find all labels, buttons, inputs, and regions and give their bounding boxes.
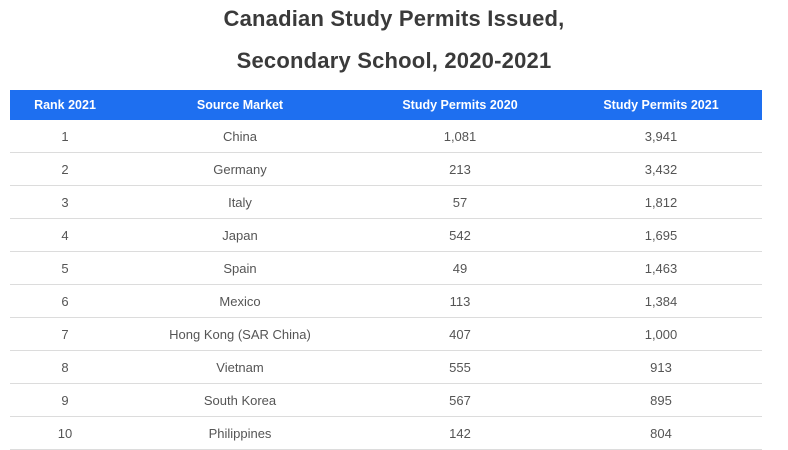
cell-source-market: China bbox=[120, 120, 360, 153]
cell-rank: 1 bbox=[10, 120, 120, 153]
cell-source-market: Germany bbox=[120, 152, 360, 186]
cell-permits-2021: 895 bbox=[560, 383, 762, 417]
cell-permits-2020: 213 bbox=[360, 152, 560, 186]
cell-permits-2020: 57 bbox=[360, 185, 560, 219]
cell-rank: 5 bbox=[10, 251, 120, 285]
page-title-line-1: Canadian Study Permits Issued, bbox=[223, 6, 565, 31]
header-study-permits-2020: Study Permits 2020 bbox=[360, 90, 560, 120]
header-source-market: Source Market bbox=[120, 90, 360, 120]
cell-source-market: Japan bbox=[120, 218, 360, 252]
cell-permits-2021: 3,432 bbox=[560, 152, 762, 186]
table-row: 8 Vietnam 555 913 bbox=[10, 350, 762, 384]
cell-rank: 6 bbox=[10, 284, 120, 318]
table-row: 5 Spain 49 1,463 bbox=[10, 251, 762, 285]
table-header-row: Rank 2021 Source Market Study Permits 20… bbox=[10, 90, 762, 120]
cell-permits-2020: 555 bbox=[360, 350, 560, 384]
cell-permits-2021: 913 bbox=[560, 350, 762, 384]
header-study-permits-2021: Study Permits 2021 bbox=[560, 90, 762, 120]
table-row: 1 China 1,081 3,941 bbox=[10, 120, 762, 153]
cell-rank: 10 bbox=[10, 416, 120, 450]
cell-permits-2020: 542 bbox=[360, 218, 560, 252]
cell-rank: 2 bbox=[10, 152, 120, 186]
table-row: 4 Japan 542 1,695 bbox=[10, 218, 762, 252]
cell-source-market: Mexico bbox=[120, 284, 360, 318]
table-row: 7 Hong Kong (SAR China) 407 1,000 bbox=[10, 317, 762, 351]
cell-permits-2021: 1,000 bbox=[560, 317, 762, 351]
cell-permits-2020: 1,081 bbox=[360, 120, 560, 153]
cell-source-market: Italy bbox=[120, 185, 360, 219]
cell-permits-2021: 1,463 bbox=[560, 251, 762, 285]
cell-permits-2020: 113 bbox=[360, 284, 560, 318]
cell-permits-2021: 3,941 bbox=[560, 120, 762, 153]
cell-rank: 7 bbox=[10, 317, 120, 351]
cell-permits-2020: 407 bbox=[360, 317, 560, 351]
cell-source-market: South Korea bbox=[120, 383, 360, 417]
cell-permits-2020: 567 bbox=[360, 383, 560, 417]
cell-rank: 9 bbox=[10, 383, 120, 417]
table-row: 3 Italy 57 1,812 bbox=[10, 185, 762, 219]
cell-source-market: Vietnam bbox=[120, 350, 360, 384]
header-rank-2021: Rank 2021 bbox=[10, 90, 120, 120]
table-row: 6 Mexico 113 1,384 bbox=[10, 284, 762, 318]
table-row: 9 South Korea 567 895 bbox=[10, 383, 762, 417]
cell-rank: 4 bbox=[10, 218, 120, 252]
page-title-line-2: Secondary School, 2020-2021 bbox=[236, 48, 552, 73]
cell-permits-2021: 1,384 bbox=[560, 284, 762, 318]
cell-rank: 8 bbox=[10, 350, 120, 384]
cell-permits-2021: 804 bbox=[560, 416, 762, 450]
cell-rank: 3 bbox=[10, 185, 120, 219]
cell-source-market: Philippines bbox=[120, 416, 360, 450]
cell-permits-2020: 142 bbox=[360, 416, 560, 450]
cell-source-market: Hong Kong (SAR China) bbox=[120, 317, 360, 351]
cell-permits-2021: 1,812 bbox=[560, 185, 762, 219]
table-row: 2 Germany 213 3,432 bbox=[10, 152, 762, 186]
cell-permits-2020: 49 bbox=[360, 251, 560, 285]
cell-permits-2021: 1,695 bbox=[560, 218, 762, 252]
study-permits-table: Rank 2021 Source Market Study Permits 20… bbox=[10, 90, 762, 450]
cell-source-market: Spain bbox=[120, 251, 360, 285]
table-row: 10 Philippines 142 804 bbox=[10, 416, 762, 450]
